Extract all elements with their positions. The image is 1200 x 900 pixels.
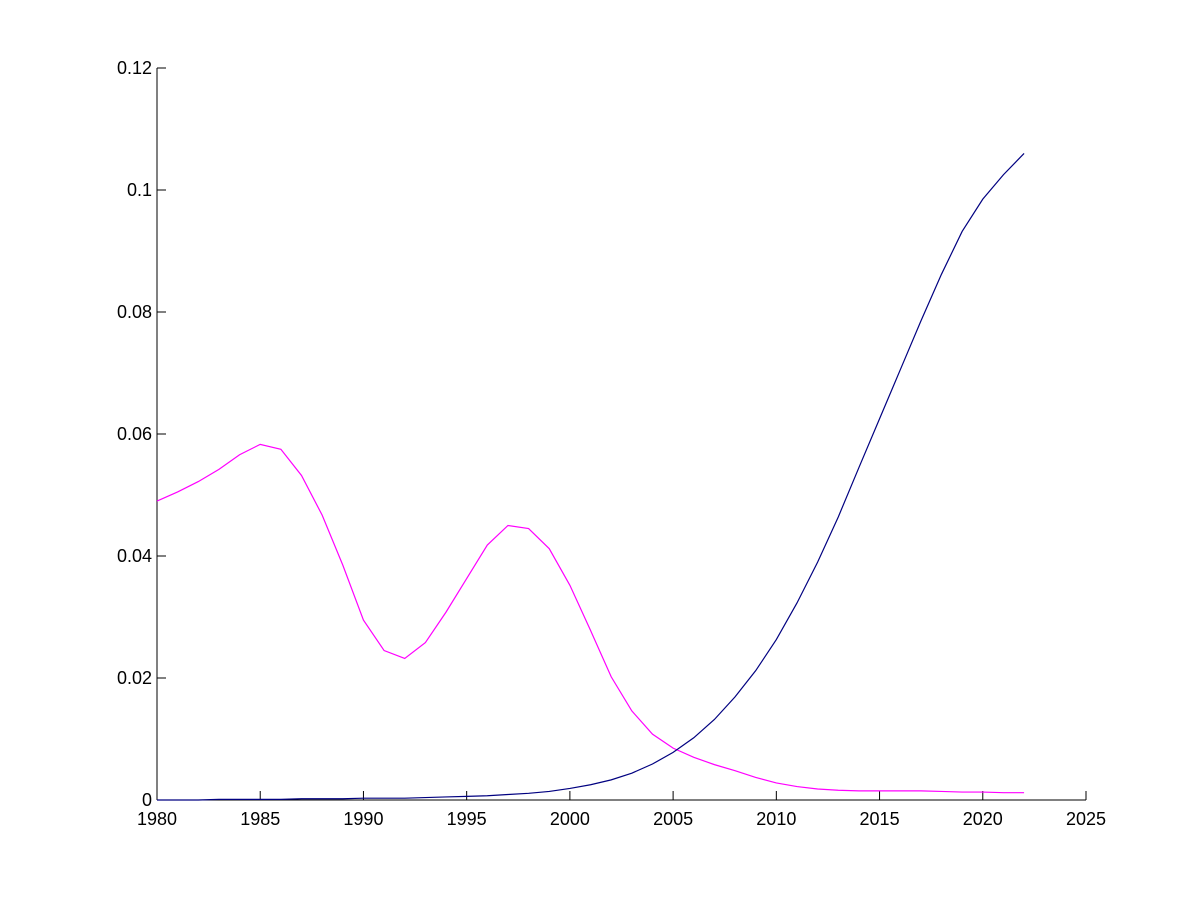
- y-tick-label: 0.08: [117, 302, 152, 322]
- series-lines: [156, 152, 1025, 801]
- x-tick-label: 2010: [756, 809, 796, 829]
- y-tick-label: 0.1: [127, 180, 152, 200]
- series-line-2: [157, 152, 1025, 801]
- axes: [156, 67, 1087, 801]
- x-tick-label: 1995: [447, 809, 487, 829]
- x-tick-label: 2020: [963, 809, 1003, 829]
- y-tick-label: 0.06: [117, 424, 152, 444]
- x-tick-label: 2005: [653, 809, 693, 829]
- y-tick-label: 0.12: [117, 58, 152, 78]
- x-tick-label: 1985: [240, 809, 280, 829]
- x-tick-label: 1980: [137, 809, 177, 829]
- y-tick-label: 0.02: [117, 668, 152, 688]
- y-tick-label: 0: [142, 790, 152, 810]
- series-line-1: [156, 443, 1025, 794]
- x-tick-label: 2000: [550, 809, 590, 829]
- y-tick-label: 0.04: [117, 546, 152, 566]
- x-tick-label: 2015: [860, 809, 900, 829]
- x-tick-label: 2025: [1066, 809, 1106, 829]
- x-tick-label: 1990: [343, 809, 383, 829]
- tick-labels: 1980 1985 1990 1995 2000 2005 2010 2015 2020 2025…: [117, 58, 1106, 829]
